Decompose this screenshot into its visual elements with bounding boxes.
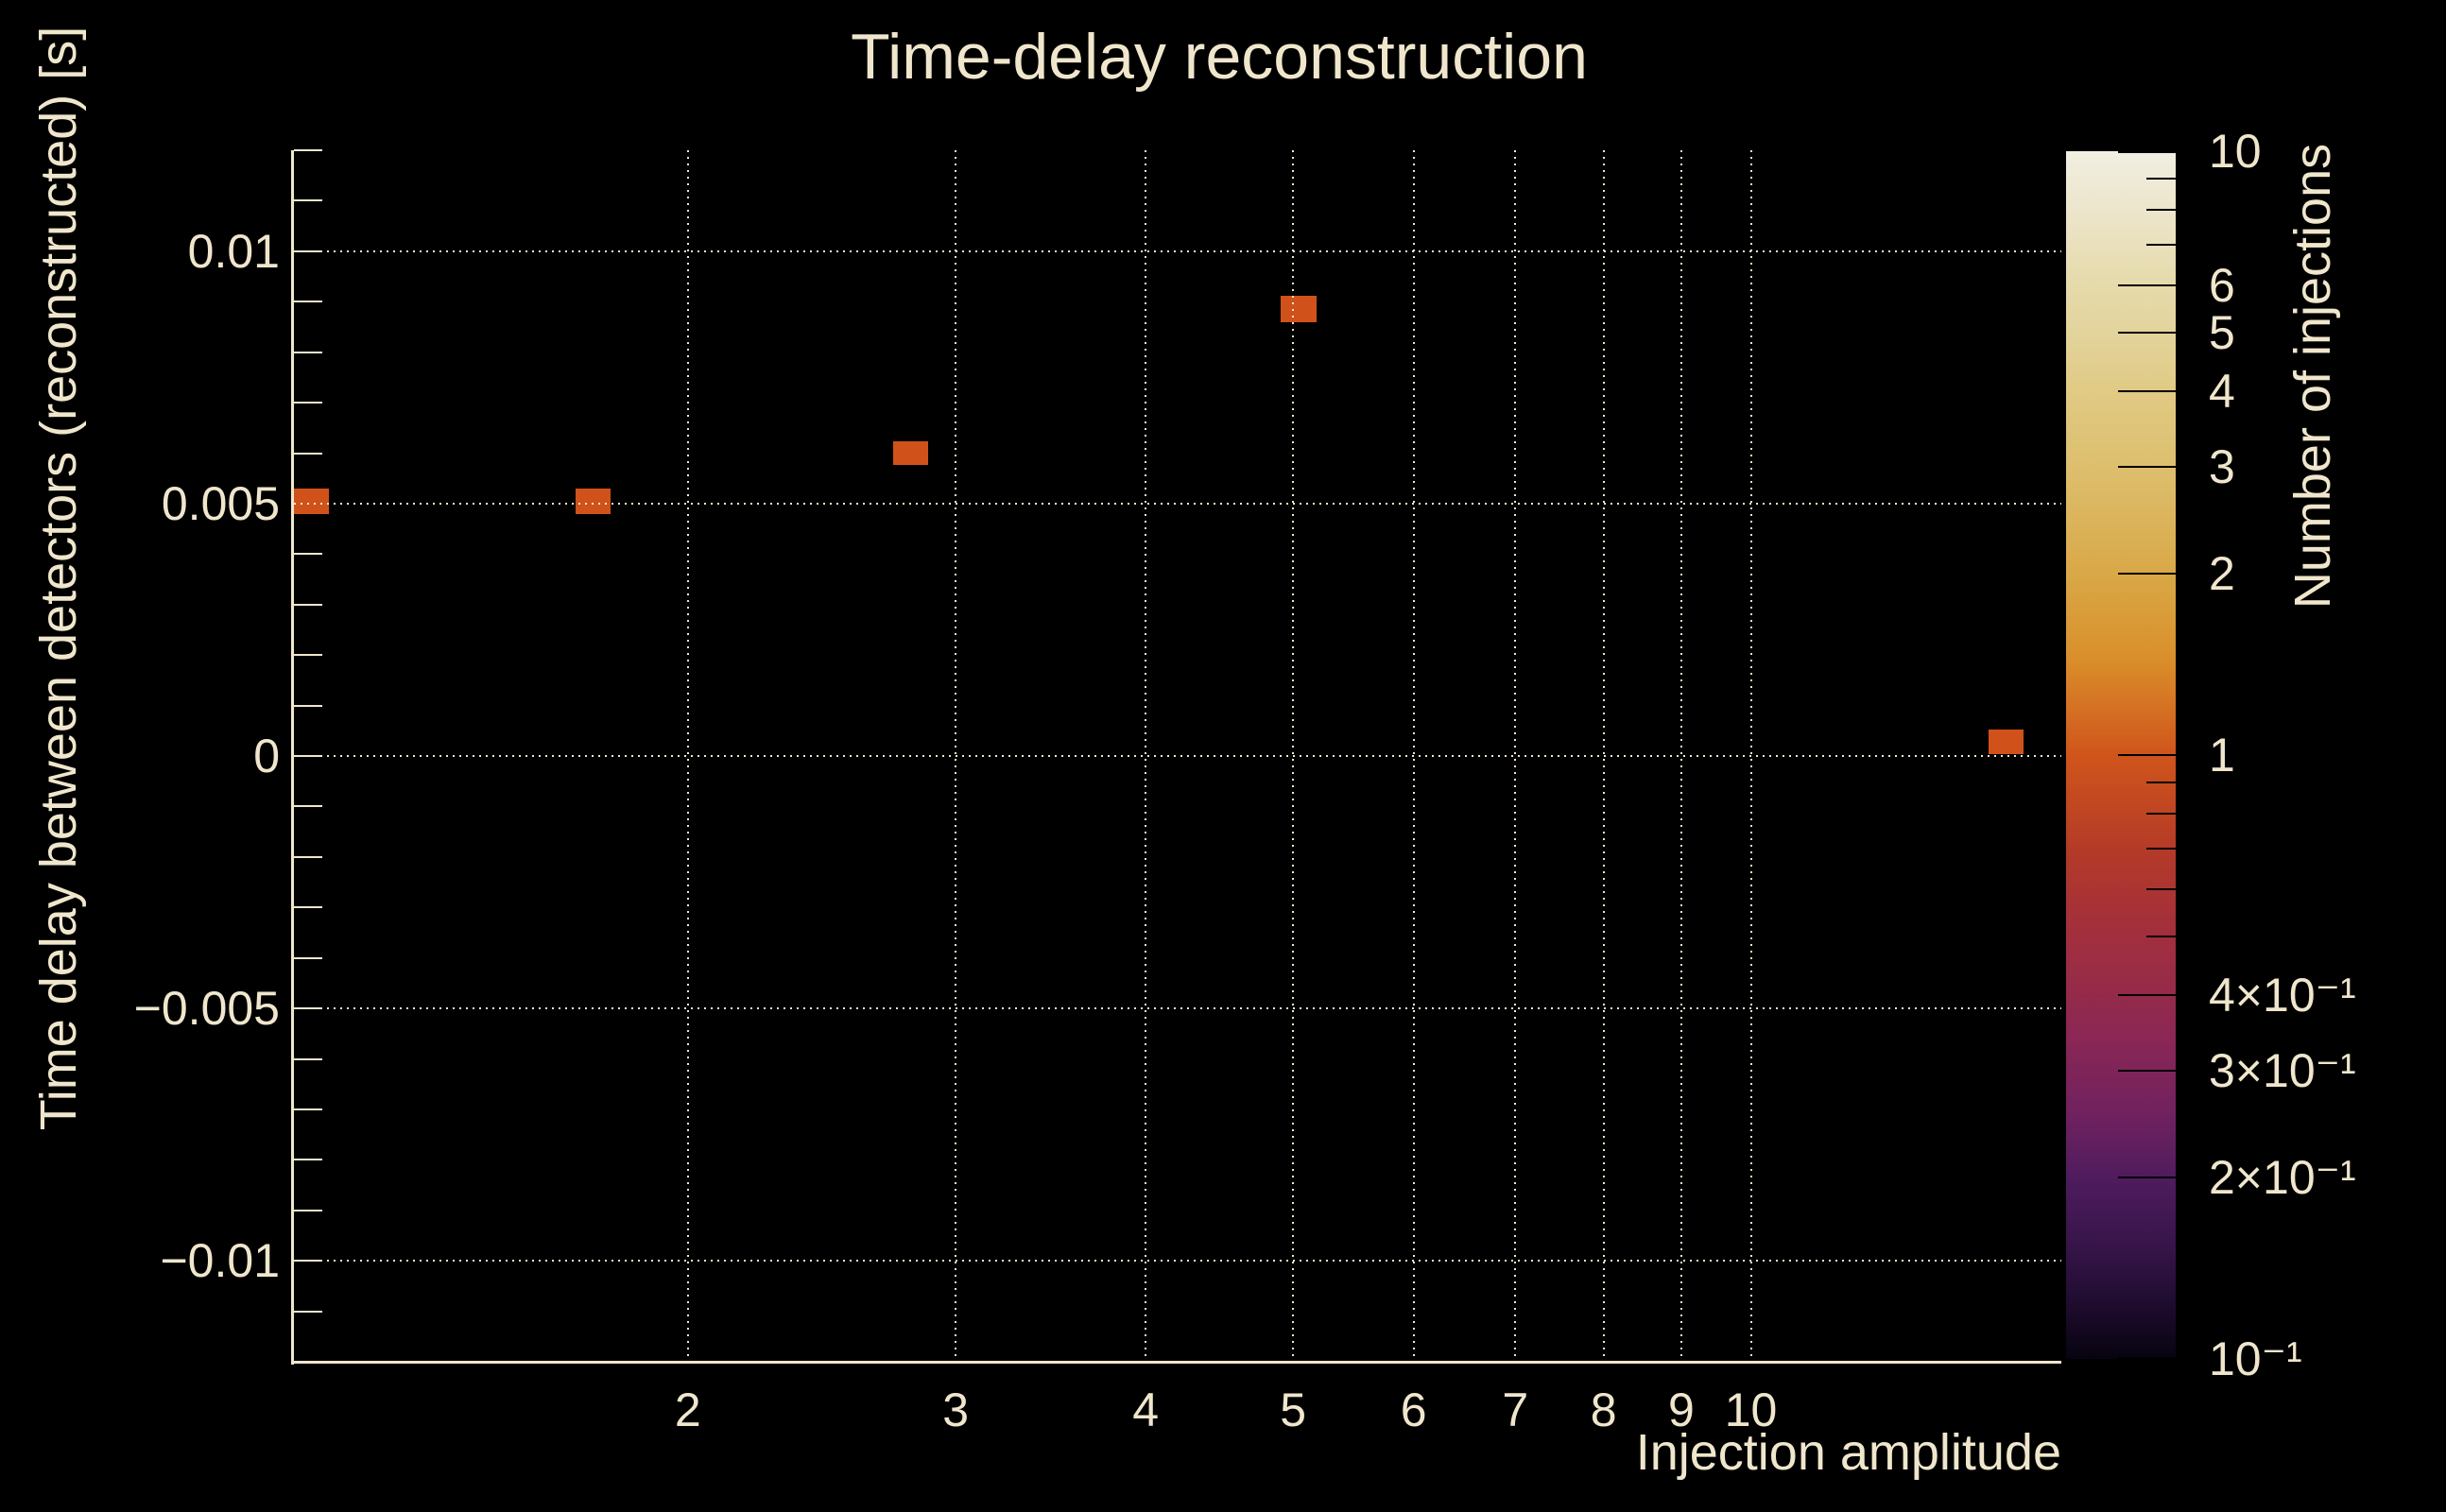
x-tick-label: 3 — [942, 1383, 970, 1436]
colorbar-minor-tick — [2146, 848, 2176, 850]
data-bin-marker — [293, 488, 329, 514]
y-axis-tick — [294, 351, 322, 353]
x-tick-label: 6 — [1400, 1383, 1427, 1436]
y-axis-tick — [294, 1108, 322, 1110]
colorbar-major-tick — [2118, 1357, 2176, 1359]
colorbar-tick-label: 3 — [2209, 440, 2235, 494]
y-axis-tick — [294, 855, 322, 858]
colorbar-major-tick — [2118, 1176, 2176, 1178]
colorbar-minor-tick — [2146, 178, 2176, 180]
data-bin-marker — [1281, 296, 1317, 322]
x-axis-title: Injection amplitude — [1635, 1424, 2061, 1481]
y-axis-tick — [294, 553, 322, 556]
y-axis-tick — [294, 1310, 322, 1313]
y-axis-tick — [294, 805, 322, 808]
colorbar-major-tick — [2118, 754, 2176, 756]
y-tick-label: 0.005 — [161, 476, 280, 530]
colorbar-major-tick — [2118, 390, 2176, 393]
x-tick-label: 5 — [1280, 1383, 1306, 1436]
colorbar-major-tick — [2118, 284, 2176, 286]
y-axis-tick — [294, 704, 322, 707]
y-gridline — [294, 249, 2061, 252]
y-axis-tick — [294, 1159, 322, 1161]
y-tick-label: −0.01 — [160, 1234, 280, 1288]
y-tick-label: 0 — [253, 730, 280, 782]
y-gridline — [294, 1260, 2061, 1263]
colorbar-major-tick — [2118, 994, 2176, 997]
colorbar-minor-tick — [2146, 812, 2176, 815]
y-gridline — [294, 755, 2061, 757]
colorbar-major-tick — [2118, 572, 2176, 575]
y-gridline — [294, 502, 2061, 505]
y-axis-tick — [294, 452, 322, 455]
y-axis-tick — [294, 1057, 322, 1060]
x-tick-label: 7 — [1502, 1383, 1529, 1436]
y-axis-tick — [294, 603, 322, 606]
x-tick-label: 8 — [1590, 1383, 1617, 1436]
chart-title: Time-delay reconstruction — [851, 21, 1588, 93]
colorbar-tick-label: 4 — [2209, 365, 2235, 419]
x-tick-label: 9 — [1667, 1383, 1695, 1436]
colorbar-minor-tick — [2146, 887, 2176, 890]
colorbar-tick-label: 5 — [2209, 306, 2235, 360]
colorbar-tick-label: 2 — [2209, 546, 2235, 600]
colorbar-major-tick — [2118, 332, 2176, 335]
colorbar-minor-tick — [2146, 244, 2176, 246]
x-tick-label: 4 — [1132, 1383, 1160, 1436]
y-gridline — [294, 1007, 2061, 1010]
data-bin-marker — [893, 440, 929, 465]
x-tick-label: 10 — [1724, 1383, 1778, 1436]
colorbar-tick-label: 10⁻¹ — [2209, 1332, 2302, 1385]
colorbar-major-tick — [2118, 466, 2176, 469]
y-axis-tick — [294, 199, 322, 202]
colorbar-major-tick — [2118, 151, 2176, 153]
colorbar — [2066, 151, 2176, 1359]
data-bin-marker — [575, 488, 612, 514]
y-axis-tick — [294, 149, 322, 151]
y-axis-tick — [294, 906, 322, 909]
x-axis-line — [291, 1361, 2061, 1364]
colorbar-tick-label: 1 — [2209, 729, 2235, 782]
colorbar-tick-label: 2×10⁻¹ — [2209, 1150, 2356, 1204]
y-tick-label: 0.01 — [187, 224, 280, 278]
colorbar-tick-label: 10 — [2209, 125, 2262, 178]
y-axis-tick — [294, 301, 322, 303]
colorbar-minor-tick — [2146, 208, 2176, 211]
colorbar-major-tick — [2118, 1070, 2176, 1073]
y-tick-label: −0.005 — [133, 982, 280, 1036]
data-bin-marker — [1988, 729, 2024, 754]
colorbar-minor-tick — [2146, 936, 2176, 938]
colorbar-tick-label: 4×10⁻¹ — [2209, 969, 2356, 1022]
colorbar-tick-label: 6 — [2209, 258, 2235, 312]
colorbar-tick-label: 3×10⁻¹ — [2209, 1044, 2356, 1098]
y-axis-tick — [294, 1209, 322, 1211]
y-axis-tick — [294, 402, 322, 404]
colorbar-minor-tick — [2146, 782, 2176, 784]
y-axis-line — [291, 150, 294, 1365]
x-tick-label: 2 — [674, 1383, 701, 1436]
y-axis-tick — [294, 956, 322, 959]
y-axis-tick — [294, 654, 322, 657]
